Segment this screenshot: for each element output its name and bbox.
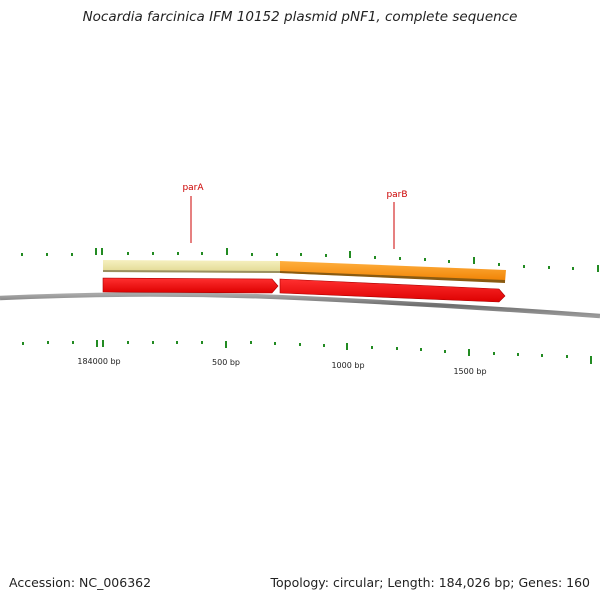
sequence-summary: Topology: circular; Length: 184,026 bp; … <box>270 575 591 590</box>
scale-label-184000: 184000 bp <box>77 357 120 366</box>
upper-tick-row <box>21 248 599 272</box>
gene-label-parb: parB <box>386 190 407 200</box>
cds-arrow-1 <box>102 277 279 294</box>
page-title: Nocardia farcinica IFM 10152 plasmid pNF… <box>82 9 518 25</box>
scale-label-500: 500 bp <box>212 358 240 367</box>
gene-bar-para <box>103 260 280 273</box>
gene-bar-parb-shadow <box>280 271 505 283</box>
gene-label-para: parA <box>182 183 204 193</box>
plasmid-backbone <box>0 292 600 319</box>
lower-tick-row <box>22 340 592 364</box>
accession-label: Accession: NC_006362 <box>9 575 152 590</box>
gene-bar-para-shadow <box>103 270 280 273</box>
cds-arrow-2 <box>279 278 506 303</box>
scale-label-1500: 1500 bp <box>453 367 486 376</box>
gene-bar-parb <box>280 261 506 282</box>
scale-label-1000: 1000 bp <box>331 361 364 370</box>
